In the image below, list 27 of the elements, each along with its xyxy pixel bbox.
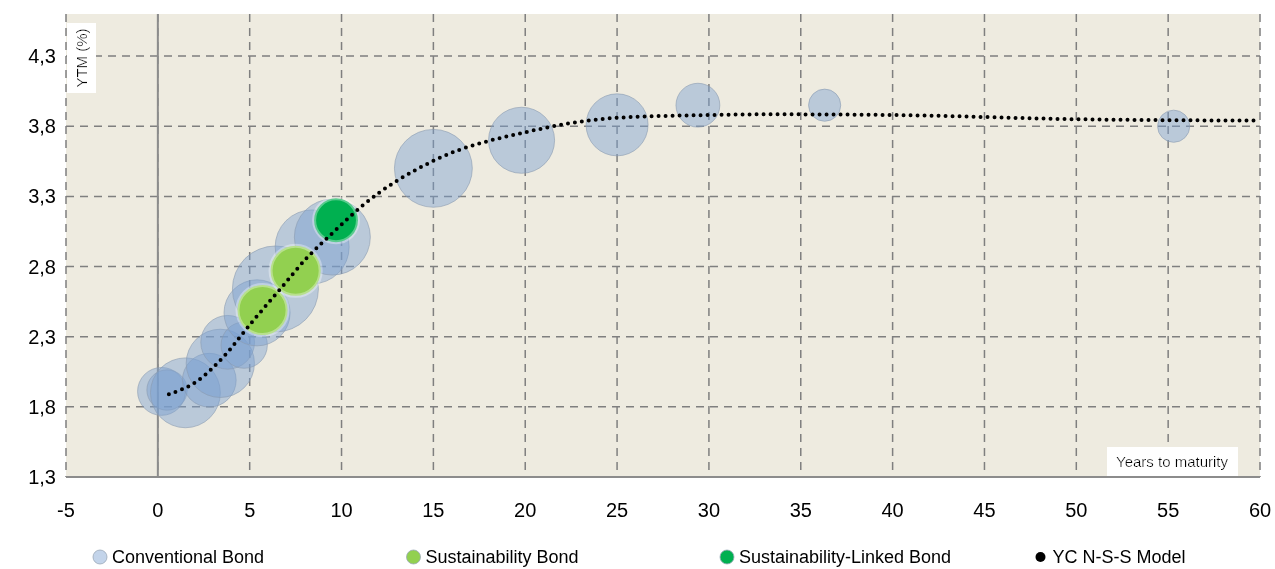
x-axis-title: Years to maturity bbox=[1116, 453, 1229, 470]
x-tick-label: 30 bbox=[697, 499, 721, 521]
legend-label: YC N-S-S Model bbox=[1052, 547, 1186, 568]
y-tick-label: 1,3 bbox=[28, 466, 56, 488]
x-tick-label: 55 bbox=[1157, 499, 1180, 521]
x-tick-label: 25 bbox=[605, 499, 629, 521]
x-tick-label: 45 bbox=[973, 499, 996, 521]
y-axis-title: YTM (%) bbox=[73, 28, 90, 88]
x-tick-label: 15 bbox=[422, 499, 445, 521]
x-tick-label: 35 bbox=[789, 499, 812, 521]
x-tick-label: 20 bbox=[514, 499, 537, 521]
legend-label: Sustainability Bond bbox=[425, 547, 579, 568]
y-tick-label: 1,8 bbox=[28, 395, 56, 418]
x-tick-label: 50 bbox=[1065, 499, 1088, 521]
x-tick-label: 60 bbox=[1248, 499, 1272, 521]
legend-label: Conventional Bond bbox=[112, 547, 265, 568]
y-tick-label: 2,8 bbox=[28, 255, 56, 278]
y-tick-label: 3,3 bbox=[28, 185, 56, 208]
x-tick-label: 40 bbox=[881, 499, 904, 521]
y-tick-label: 2,3 bbox=[28, 325, 56, 348]
x-tick-label: -5 bbox=[57, 499, 75, 521]
y-tick-label: 4,3 bbox=[28, 45, 56, 68]
x-tick-label: 10 bbox=[330, 499, 353, 521]
x-tick-label: 0 bbox=[152, 499, 164, 521]
y-tick-label: 3,8 bbox=[28, 115, 56, 138]
x-tick-label: 5 bbox=[244, 499, 256, 521]
legend-label: Sustainability-Linked Bond bbox=[739, 547, 952, 568]
